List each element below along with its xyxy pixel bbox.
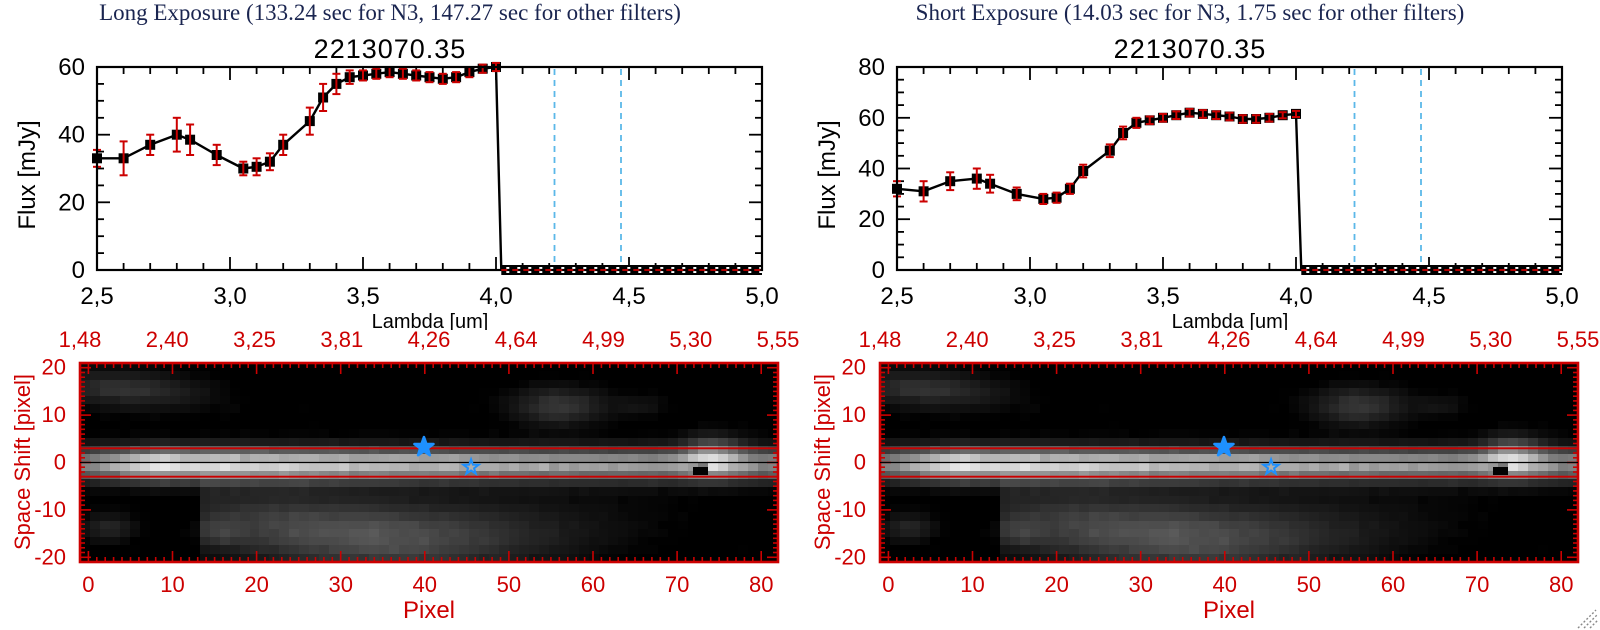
svg-text:Pixel: Pixel xyxy=(1203,597,1255,624)
svg-text:70: 70 xyxy=(1465,572,1489,597)
svg-text:20: 20 xyxy=(58,189,85,216)
svg-text:60: 60 xyxy=(858,105,885,132)
svg-text:40: 40 xyxy=(413,572,437,597)
svg-text:Pixel: Pixel xyxy=(403,597,455,624)
svg-text:20: 20 xyxy=(842,355,866,380)
svg-text:4,99: 4,99 xyxy=(582,327,625,352)
svg-text:5,55: 5,55 xyxy=(1557,327,1600,352)
svg-text:30: 30 xyxy=(1128,572,1152,597)
svg-text:5,30: 5,30 xyxy=(669,327,712,352)
svg-text:Lambda [um]: Lambda [um] xyxy=(1172,311,1289,330)
svg-text:Lambda [um]: Lambda [um] xyxy=(372,311,489,330)
svg-text:10: 10 xyxy=(42,402,66,427)
svg-text:3,25: 3,25 xyxy=(233,327,276,352)
svg-text:0: 0 xyxy=(872,257,885,284)
svg-text:-10: -10 xyxy=(34,497,66,522)
svg-text:Long Exposure (133.24 sec for: Long Exposure (133.24 sec for N3, 147.27… xyxy=(99,0,681,25)
svg-text:2213070.35: 2213070.35 xyxy=(1114,34,1267,64)
svg-text:20: 20 xyxy=(858,206,885,233)
svg-text:2,5: 2,5 xyxy=(80,283,113,310)
svg-text:60: 60 xyxy=(581,572,605,597)
svg-text:60: 60 xyxy=(1381,572,1405,597)
svg-text:5,55: 5,55 xyxy=(757,327,800,352)
svg-text:Flux [mJy]: Flux [mJy] xyxy=(14,120,41,229)
svg-text:4,99: 4,99 xyxy=(1382,327,1425,352)
svg-text:-20: -20 xyxy=(834,544,866,569)
svg-text:2,5: 2,5 xyxy=(880,283,913,310)
svg-text:40: 40 xyxy=(58,122,85,149)
svg-text:4,0: 4,0 xyxy=(1279,283,1312,310)
svg-text:Space Shift [pixel]: Space Shift [pixel] xyxy=(810,374,835,550)
svg-text:10: 10 xyxy=(960,572,984,597)
svg-text:4,26: 4,26 xyxy=(1208,327,1251,352)
svg-text:50: 50 xyxy=(1297,572,1321,597)
svg-text:20: 20 xyxy=(42,355,66,380)
svg-text:4,64: 4,64 xyxy=(1295,327,1338,352)
svg-text:3,81: 3,81 xyxy=(1120,327,1163,352)
svg-text:Flux [mJy]: Flux [mJy] xyxy=(814,120,841,229)
svg-text:4,26: 4,26 xyxy=(408,327,451,352)
svg-text:3,81: 3,81 xyxy=(320,327,363,352)
svg-text:40: 40 xyxy=(1213,572,1237,597)
svg-text:Short Exposure (14.03 sec for: Short Exposure (14.03 sec for N3, 1.75 s… xyxy=(916,0,1465,25)
svg-text:0: 0 xyxy=(82,572,94,597)
svg-text:0: 0 xyxy=(72,257,85,284)
svg-text:3,5: 3,5 xyxy=(346,283,379,310)
svg-text:70: 70 xyxy=(665,572,689,597)
svg-text:20: 20 xyxy=(244,572,268,597)
svg-text:4,0: 4,0 xyxy=(479,283,512,310)
svg-text:0: 0 xyxy=(54,450,66,475)
svg-text:4,5: 4,5 xyxy=(612,283,645,310)
svg-text:1,48: 1,48 xyxy=(59,327,102,352)
svg-text:4,5: 4,5 xyxy=(1412,283,1445,310)
svg-text:80: 80 xyxy=(749,572,773,597)
svg-text:2213070.35: 2213070.35 xyxy=(314,34,467,64)
svg-text:5,30: 5,30 xyxy=(1469,327,1512,352)
svg-text:5,0: 5,0 xyxy=(745,283,778,310)
svg-text:1,48: 1,48 xyxy=(859,327,902,352)
svg-text:10: 10 xyxy=(842,402,866,427)
svg-text:3,25: 3,25 xyxy=(1033,327,1076,352)
svg-text:30: 30 xyxy=(328,572,352,597)
svg-text:0: 0 xyxy=(854,450,866,475)
svg-text:80: 80 xyxy=(1549,572,1573,597)
svg-text:3,0: 3,0 xyxy=(1013,283,1046,310)
svg-text:2,40: 2,40 xyxy=(946,327,989,352)
svg-text:-10: -10 xyxy=(834,497,866,522)
svg-text:40: 40 xyxy=(858,156,885,183)
svg-text:0: 0 xyxy=(882,572,894,597)
svg-text:80: 80 xyxy=(858,54,885,81)
svg-text:2,40: 2,40 xyxy=(146,327,189,352)
svg-text:5,0: 5,0 xyxy=(1545,283,1578,310)
svg-text:3,0: 3,0 xyxy=(213,283,246,310)
svg-text:60: 60 xyxy=(58,54,85,81)
svg-text:-20: -20 xyxy=(34,544,66,569)
svg-text:4,64: 4,64 xyxy=(495,327,538,352)
svg-text:20: 20 xyxy=(1044,572,1068,597)
svg-text:3,5: 3,5 xyxy=(1146,283,1179,310)
svg-text:50: 50 xyxy=(497,572,521,597)
svg-text:10: 10 xyxy=(160,572,184,597)
svg-text:Space Shift [pixel]: Space Shift [pixel] xyxy=(10,374,35,550)
